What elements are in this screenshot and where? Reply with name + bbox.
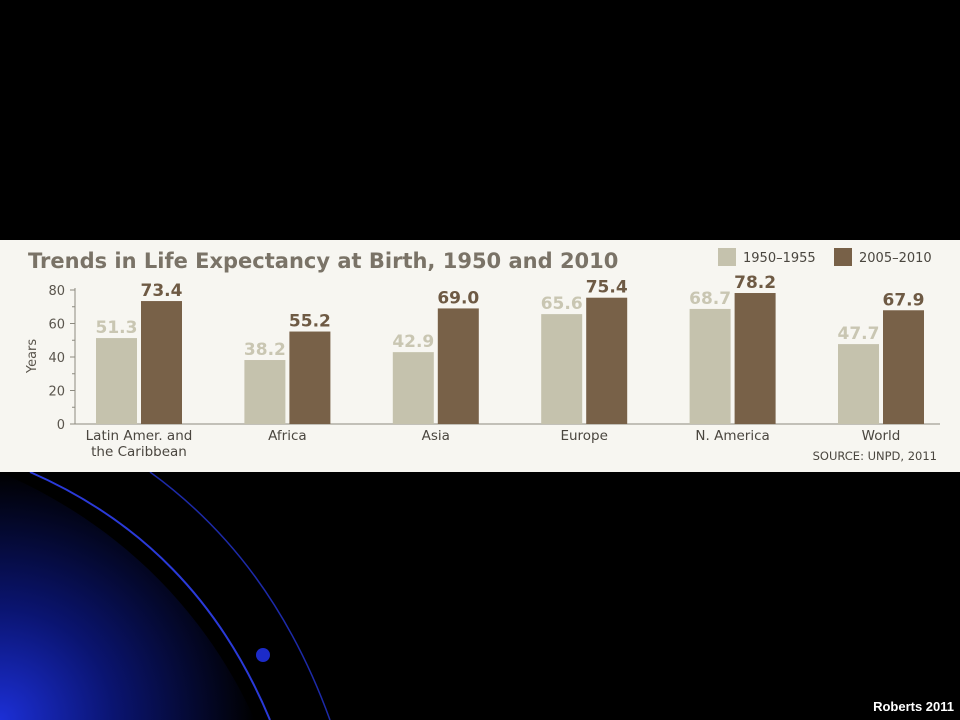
source-note: SOURCE: UNPD, 2011 [813, 449, 937, 463]
y-tick-label-40: 40 [48, 351, 65, 366]
bar-chart: Trends in Life Expectancy at Birth, 1950… [25, 248, 940, 463]
bar-3-0 [541, 314, 583, 424]
decor-dot [256, 648, 270, 662]
y-tick-label-20: 20 [48, 385, 65, 400]
value-label-5-0: 47.7 [838, 324, 880, 344]
legend: 1950–1955 2005–2010 [718, 248, 932, 266]
category-label-3: Europe [560, 428, 607, 444]
value-label-1-0: 38.2 [244, 340, 286, 360]
category-label-2: Asia [422, 428, 450, 444]
category-label-0-line-0: Latin Amer. and [86, 428, 193, 444]
bar-2-1 [437, 308, 479, 424]
value-label-4-0: 68.7 [689, 289, 731, 309]
bar-0-0 [96, 338, 137, 424]
value-label-0-1: 73.4 [141, 281, 183, 301]
category-label-4: N. America [695, 428, 769, 444]
value-label-2-0: 42.9 [392, 332, 434, 352]
bar-0-1 [141, 301, 182, 424]
category-label-0-line-1: the Caribbean [91, 444, 187, 460]
bar-4-0 [689, 308, 731, 424]
legend-label-1950: 1950–1955 [743, 251, 816, 266]
y-axis-ticks: 0 20 40 60 80 [48, 284, 75, 433]
chart-title: Trends in Life Expectancy at Birth, 1950… [28, 249, 618, 273]
value-label-4-1: 78.2 [734, 273, 776, 293]
legend-swatch-2005 [834, 248, 852, 266]
y-tick-label-0: 0 [57, 418, 65, 433]
bar-4-1 [734, 293, 776, 424]
bar-5-1 [883, 310, 924, 424]
value-label-1-1: 55.2 [289, 312, 331, 332]
value-label-3-1: 75.4 [586, 278, 628, 298]
legend-swatch-1950 [718, 248, 736, 266]
bar-1-1 [289, 331, 331, 424]
bar-1-0 [244, 360, 286, 424]
bars: 51.373.4 38.255.2 42.9 69.0 65.675.4 68.778.2… [96, 273, 925, 424]
category-label-1: Africa [268, 428, 307, 444]
y-tick-label-60: 60 [48, 318, 65, 333]
legend-label-2005: 2005–2010 [859, 251, 932, 266]
y-axis-label: Years [25, 339, 40, 375]
value-label-5-1: 67.9 [883, 290, 925, 310]
slide-credit: Roberts 2011 [873, 699, 954, 714]
value-label-2-1: 69.0 [437, 288, 479, 308]
bar-3-1 [586, 297, 628, 424]
bar-5-0 [838, 344, 879, 424]
chart-panel: Trends in Life Expectancy at Birth, 1950… [0, 240, 960, 472]
value-label-3-0: 65.6 [541, 294, 583, 314]
value-label-0-0: 51.3 [96, 318, 138, 338]
y-tick-label-80: 80 [48, 284, 65, 299]
category-label-5: World [862, 428, 901, 444]
bar-2-0 [392, 352, 434, 424]
